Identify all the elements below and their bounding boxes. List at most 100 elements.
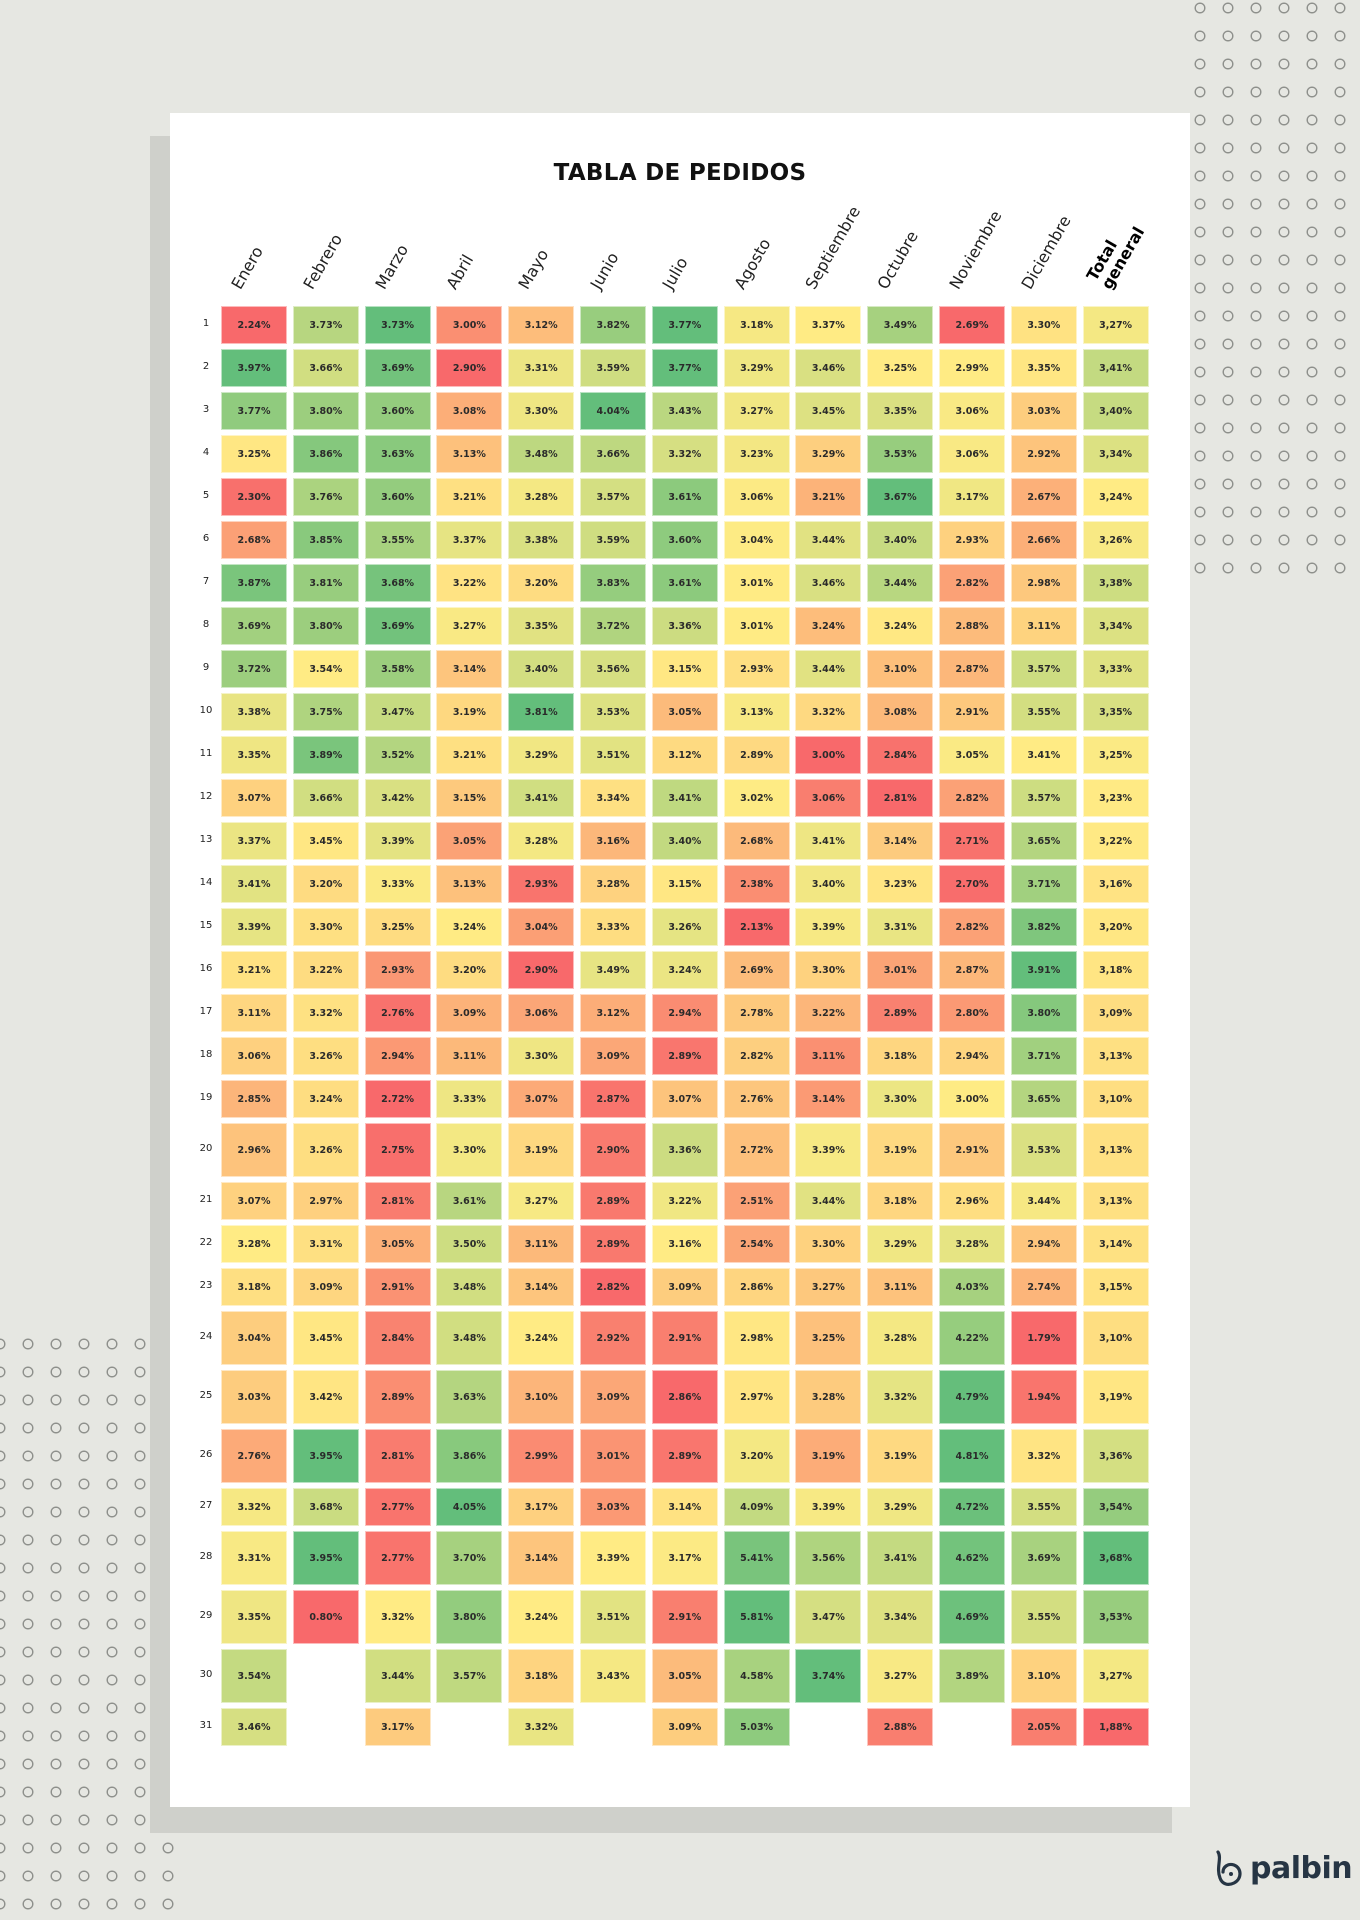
heatmap-cell: 3.80% — [292, 392, 359, 430]
heatmap-cell: 2.91% — [651, 1590, 718, 1644]
heatmap-cell: 3.30% — [867, 1080, 934, 1118]
heatmap-cell: 2.81% — [867, 779, 934, 817]
heatmap-cell: 3.69% — [364, 349, 431, 387]
row-label: 18 — [199, 1049, 213, 1060]
heatmap-cell: 3.28% — [508, 822, 575, 860]
heatmap-cell: 2.89% — [580, 1182, 646, 1220]
heatmap-cell: 3.40% — [867, 521, 934, 559]
heatmap-cell: 3.47% — [364, 693, 431, 731]
heatmap-cell: 3.46% — [795, 564, 862, 602]
heatmap-cell: 3.24% — [867, 607, 934, 645]
heatmap-cell: 3.31% — [292, 1225, 359, 1263]
heatmap-cell: 3.86% — [436, 1429, 503, 1483]
heatmap-cell: 3.36% — [651, 607, 718, 645]
heatmap-cell: 3.32% — [795, 693, 862, 731]
heatmap-cell: 3.86% — [292, 435, 359, 473]
heatmap-cell: 3.42% — [292, 1370, 359, 1424]
heatmap-cell: 3.38% — [508, 521, 575, 559]
decorative-dot-pattern — [1186, 0, 1354, 582]
heatmap-cell: 3.66% — [580, 435, 646, 473]
heatmap-cell: 3.11% — [436, 1037, 503, 1075]
heatmap-cell: 3.22% — [436, 564, 503, 602]
heatmap-cell: 3.15% — [436, 779, 503, 817]
heatmap-cell: 2.97% — [723, 1370, 790, 1424]
heatmap-cell: 3.02% — [723, 779, 790, 817]
heatmap-cell: 2.91% — [939, 1123, 1005, 1177]
heatmap-cell: 2.86% — [723, 1268, 790, 1306]
heatmap-cell: 3.48% — [508, 435, 575, 473]
heatmap-cell: 3.77% — [221, 392, 287, 430]
heatmap-cell: 3.39% — [795, 1123, 862, 1177]
heatmap-cell: 3.66% — [292, 349, 359, 387]
heatmap-cell: 3.75% — [292, 693, 359, 731]
heatmap-cell: 2.91% — [651, 1311, 718, 1365]
heatmap-cell: 3.17% — [651, 1531, 718, 1585]
heatmap-cell: 3,34% — [1082, 607, 1149, 645]
heatmap-cell: 3.83% — [580, 564, 646, 602]
heatmap-cell: 3.01% — [723, 607, 790, 645]
heatmap-cell: 3,16% — [1082, 865, 1149, 903]
heatmap-cell: 3.06% — [221, 1037, 287, 1075]
heatmap-cell: 3.27% — [508, 1182, 575, 1220]
heatmap-cell: 3.24% — [508, 1590, 575, 1644]
heatmap-cell: 3.14% — [795, 1080, 862, 1118]
row-label: 30 — [199, 1669, 213, 1680]
heatmap-cell: 3.25% — [795, 1311, 862, 1365]
heatmap-cell: 3.41% — [508, 779, 575, 817]
heatmap-cell: 3.14% — [867, 822, 934, 860]
heatmap-cell: 3.56% — [580, 650, 646, 688]
heatmap-cell: 3,34% — [1082, 435, 1149, 473]
heatmap-cell: 4.81% — [939, 1429, 1005, 1483]
heatmap-cell: 3.11% — [508, 1225, 575, 1263]
heatmap-cell: 5.81% — [723, 1590, 790, 1644]
heatmap-cell: 3.13% — [436, 865, 503, 903]
heatmap-cell: 2.68% — [221, 521, 287, 559]
heatmap-cell: 3.27% — [723, 392, 790, 430]
heatmap-cell: 3.44% — [364, 1649, 431, 1703]
heatmap-cell: 3.35% — [1010, 349, 1077, 387]
heatmap-cell: 2.75% — [364, 1123, 431, 1177]
heatmap-cell: 3,22% — [1082, 822, 1149, 860]
heatmap-cell: 2.51% — [723, 1182, 790, 1220]
heatmap-cell: 3.20% — [508, 564, 575, 602]
heatmap-cell: 3.14% — [508, 1531, 575, 1585]
heatmap-cell: 3.24% — [436, 908, 503, 946]
heatmap-cell: 3.37% — [221, 822, 287, 860]
heatmap-cell: 3,38% — [1082, 564, 1149, 602]
row-label: 3 — [202, 404, 210, 415]
heatmap-cell: 3.18% — [867, 1037, 934, 1075]
heatmap-cell: 3.60% — [364, 478, 431, 516]
heatmap-cell: 2.38% — [723, 865, 790, 903]
heatmap-cell: 2.82% — [939, 779, 1005, 817]
heatmap-cell: 2.24% — [221, 306, 287, 344]
heatmap-cell: 3.01% — [867, 951, 934, 989]
heatmap-cell: 3,10% — [1082, 1311, 1149, 1365]
heatmap-cell: 3.23% — [723, 435, 790, 473]
heatmap-cell: 3.04% — [221, 1311, 287, 1365]
heatmap-cell: 3,19% — [1082, 1370, 1149, 1424]
heatmap-cell: 3.44% — [867, 564, 934, 602]
heatmap-cell: 3.32% — [508, 1708, 575, 1746]
heatmap-cell: 2.90% — [436, 349, 503, 387]
heatmap-cell: 3.09% — [580, 1370, 646, 1424]
heatmap-cell: 2.85% — [221, 1080, 287, 1118]
heatmap-cell: 3.12% — [651, 736, 718, 774]
heatmap-cell: 2.94% — [364, 1037, 431, 1075]
heatmap-cell: 3.34% — [867, 1590, 934, 1644]
heatmap-cell: 3.07% — [221, 779, 287, 817]
row-label: 15 — [199, 920, 213, 931]
heatmap-cell: 3.32% — [292, 994, 359, 1032]
heatmap-cell: 3.21% — [221, 951, 287, 989]
row-label: 9 — [202, 662, 210, 673]
heatmap-cell: 3.73% — [292, 306, 359, 344]
heatmap-cell: 3,24% — [1082, 478, 1149, 516]
heatmap-cell: 2.89% — [651, 1037, 718, 1075]
heatmap-cell: 3.39% — [221, 908, 287, 946]
heatmap-cell: 3.28% — [867, 1311, 934, 1365]
heatmap-cell: 3.12% — [508, 306, 575, 344]
heatmap-cell: 3.37% — [795, 306, 862, 344]
heatmap-cell: 3.14% — [651, 1488, 718, 1526]
heatmap-cell: 3.04% — [723, 521, 790, 559]
row-label: 8 — [202, 619, 210, 630]
heatmap-cell: 3.45% — [292, 1311, 359, 1365]
